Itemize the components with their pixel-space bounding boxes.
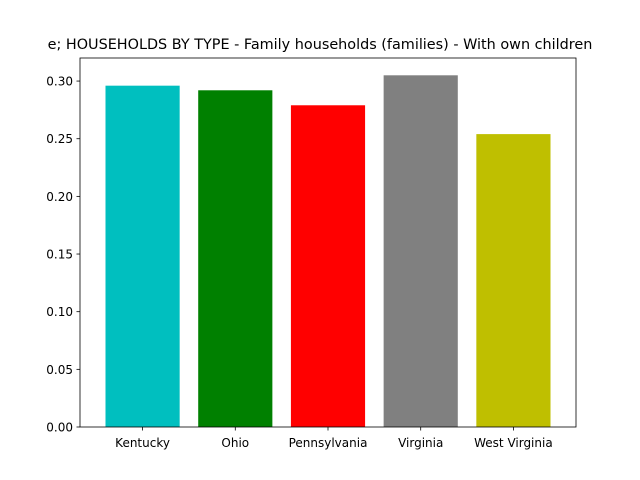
- x-tick-label: Ohio: [221, 436, 249, 450]
- x-tick-label: West Virginia: [474, 436, 553, 450]
- x-tick-label: Pennsylvania: [289, 436, 368, 450]
- x-tick-label: Virginia: [398, 436, 443, 450]
- plot-frame: [79, 57, 577, 428]
- bar-kentucky: [105, 85, 180, 428]
- y-tick-label: 0.20: [46, 190, 73, 204]
- bar-ohio: [198, 90, 273, 427]
- y-tick-label: 0.10: [46, 305, 73, 319]
- x-tick-label: Kentucky: [115, 436, 170, 450]
- bars-layer: [105, 75, 551, 428]
- bar-pennsylvania: [290, 105, 366, 427]
- bar-west-virginia: [476, 134, 551, 427]
- y-tick-label: 0.05: [46, 363, 73, 377]
- y-tick-label: 0.25: [46, 132, 73, 146]
- y-tick-label: 0.00: [46, 421, 73, 435]
- axes-layer: Kentucky Ohio Pennsylvania Virginia West Vir…: [46, 57, 577, 450]
- chart-title: e; HOUSEHOLDS BY TYPE - Family household…: [48, 37, 593, 53]
- y-tick-label: 0.30: [46, 75, 73, 89]
- bar-virginia: [383, 75, 458, 427]
- y-tick-label: 0.15: [46, 248, 73, 262]
